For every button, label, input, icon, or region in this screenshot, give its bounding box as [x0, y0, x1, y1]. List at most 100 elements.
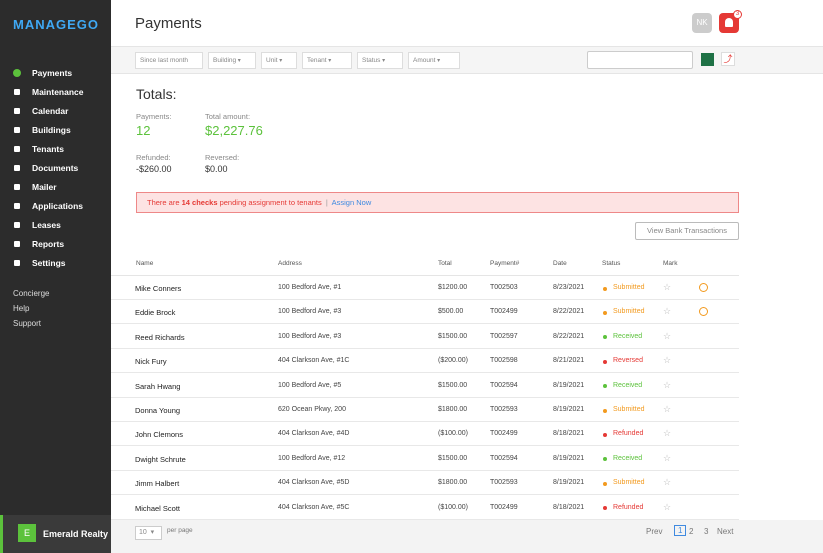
- nav-icon: [14, 146, 20, 152]
- nav-label: Applications: [32, 201, 84, 211]
- star[interactable]: ☆: [663, 306, 672, 317]
- nav-item[interactable]: Buildings: [14, 125, 71, 135]
- caret: ▾: [236, 58, 241, 64]
- cell-payment: T002597: [490, 332, 518, 340]
- star[interactable]: ☆: [663, 404, 672, 414]
- cell-status: Received: [613, 332, 643, 340]
- sidebar-link[interactable]: Help: [13, 304, 30, 313]
- cell-status: Refunded: [613, 503, 644, 511]
- nav-label: Buildings: [32, 125, 71, 135]
- filter[interactable]: Unit ▾: [261, 52, 297, 69]
- cell-status: Received: [613, 381, 643, 389]
- per-page-select[interactable]: 10 ▾: [135, 526, 162, 540]
- filter[interactable]: Amount ▾: [408, 52, 460, 69]
- star[interactable]: ☆: [663, 379, 672, 390]
- page[interactable]: 1: [674, 525, 687, 536]
- filter[interactable]: Status ▾: [357, 52, 403, 69]
- column-header[interactable]: Total: [438, 260, 452, 267]
- star[interactable]: ☆: [663, 452, 672, 463]
- column-header[interactable]: Date: [553, 260, 567, 267]
- cell-status: Refunded: [613, 430, 644, 438]
- cell-name: Jimm Halbert: [135, 479, 180, 489]
- filter[interactable]: Building ▾: [208, 52, 256, 69]
- cell-date: 8/22/2021: [553, 332, 585, 340]
- sidebar-link[interactable]: Concierge: [13, 289, 50, 298]
- star[interactable]: ☆: [663, 501, 672, 512]
- cell-date: 8/18/2021: [553, 430, 585, 438]
- column-header[interactable]: Address: [278, 260, 302, 267]
- next[interactable]: Next: [717, 527, 734, 536]
- page-title: Payments: [135, 15, 202, 32]
- star[interactable]: ☆: [663, 477, 672, 488]
- company-name: Emerald Realty: [43, 529, 109, 539]
- nav-item[interactable]: Mailer: [14, 182, 57, 192]
- nav-icon: [14, 222, 20, 228]
- prev[interactable]: Prev: [646, 527, 663, 536]
- table-row: [111, 300, 739, 325]
- notification-badge: 3: [733, 10, 742, 19]
- payments-label: Payments:: [136, 112, 172, 121]
- cell-address: 100 Bedford Ave, #3: [278, 308, 342, 316]
- status-dot: [603, 457, 607, 462]
- cell-date: 8/22/2021: [553, 308, 585, 316]
- cell-address: 100 Bedford Ave, #12: [278, 454, 346, 462]
- caret: ▾: [326, 58, 332, 64]
- nav-item[interactable]: Documents: [14, 163, 78, 173]
- alert-text: There are: [147, 198, 180, 207]
- nav-icon: [14, 241, 20, 247]
- nav-item[interactable]: Calendar: [14, 106, 68, 116]
- filter[interactable]: Since last month: [135, 52, 203, 69]
- nav-item[interactable]: Tenants: [14, 144, 64, 154]
- cell-address: 620 Ocean Pkwy, 200: [278, 406, 346, 413]
- cell-payment: T002594: [490, 454, 518, 462]
- cell-address: 404 Clarkson Ave, #5C: [278, 503, 350, 511]
- cell-address: 404 Clarkson Ave, #5D: [278, 479, 350, 487]
- column-header[interactable]: Payment#: [490, 260, 520, 267]
- pdf-export[interactable]: ⤴: [721, 52, 735, 66]
- table-row: [111, 349, 739, 374]
- cell-address: 100 Bedford Ave, #1: [278, 284, 342, 291]
- nav-item[interactable]: Leases: [14, 220, 61, 230]
- page[interactable]: 2: [689, 527, 694, 536]
- page[interactable]: 3: [704, 527, 709, 536]
- column-header[interactable]: Mark: [663, 260, 678, 267]
- sidebar-link[interactable]: Support: [13, 319, 42, 328]
- nav-item[interactable]: Reports: [14, 239, 64, 249]
- nav-icon: [14, 203, 20, 209]
- cell-date: 8/18/2021: [553, 503, 585, 511]
- column-header[interactable]: Name: [136, 260, 154, 267]
- star[interactable]: ☆: [663, 330, 672, 341]
- bank-button[interactable]: View Bank Transactions: [635, 222, 739, 240]
- cell-name: Nick Fury: [135, 357, 167, 367]
- cell-date: 8/19/2021: [553, 381, 585, 389]
- cell-address: 100 Bedford Ave, #5: [278, 381, 342, 389]
- nav-item[interactable]: Maintenance: [14, 87, 84, 97]
- nav-label: Leases: [32, 220, 61, 230]
- logo[interactable]: MANAGEGO: [13, 17, 99, 32]
- star[interactable]: ☆: [663, 282, 672, 292]
- filter-label: Unit: [266, 57, 278, 64]
- nav-icon: [14, 260, 20, 266]
- table-row: [111, 447, 739, 471]
- assign-link[interactable]: Assign Now: [331, 198, 372, 207]
- filter-label: Amount: [413, 57, 436, 64]
- star[interactable]: ☆: [663, 428, 672, 439]
- star[interactable]: ☆: [663, 355, 672, 366]
- cell-total: $1800.00: [438, 406, 468, 413]
- nav-item[interactable]: Settings: [14, 258, 66, 268]
- refunded-label: Refunded:: [136, 153, 171, 162]
- cell-payment: T002593: [490, 406, 518, 413]
- nav-item[interactable]: Applications: [14, 201, 83, 211]
- reversed-amount: $0.00: [205, 164, 228, 174]
- excel-export[interactable]: [701, 53, 714, 66]
- nav-item[interactable]: Payments: [13, 68, 72, 78]
- column-header[interactable]: Status: [602, 260, 621, 267]
- search-input[interactable]: [587, 51, 693, 69]
- cell-address: 404 Clarkson Ave, #4D: [278, 430, 350, 438]
- nav-label: Mailer: [32, 182, 57, 192]
- table-footer: [111, 520, 823, 553]
- filter[interactable]: Tenant ▾: [302, 52, 352, 69]
- user-avatar[interactable]: NK: [692, 13, 712, 33]
- cell-name: Eddie Brock: [135, 308, 176, 318]
- cell-name: Donna Young: [135, 406, 181, 415]
